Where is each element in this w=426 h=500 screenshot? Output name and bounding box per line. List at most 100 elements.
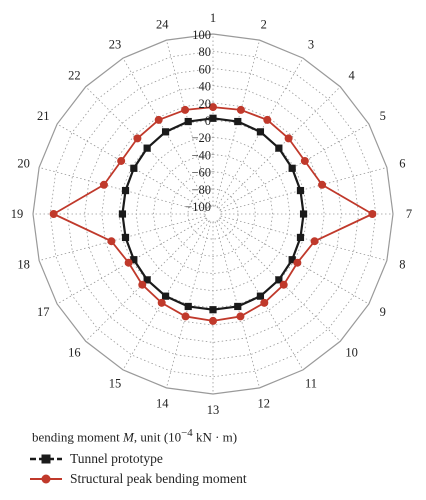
spoke <box>214 40 260 207</box>
radial-tick-label: −60 <box>191 166 211 180</box>
data-point <box>124 258 133 267</box>
data-point <box>121 186 130 195</box>
spoke <box>219 217 370 305</box>
data-point <box>138 280 147 289</box>
category-label: 22 <box>68 68 81 82</box>
data-point <box>279 280 288 289</box>
data-point <box>161 128 170 136</box>
category-label: 19 <box>11 207 24 221</box>
data-point <box>157 298 166 307</box>
data-point <box>256 292 265 300</box>
radial-tick-label: 40 <box>199 80 212 94</box>
legend-item-structural-peak: Structural peak bending moment <box>30 469 410 489</box>
data-point <box>234 302 242 311</box>
category-label: 5 <box>380 109 386 123</box>
data-point <box>300 156 309 165</box>
data-point <box>154 115 163 124</box>
data-point <box>275 144 283 152</box>
category-label: 18 <box>17 258 30 272</box>
spoke <box>39 167 206 213</box>
spoke <box>56 123 207 211</box>
category-label: 16 <box>68 346 81 360</box>
category-label: 1 <box>210 11 216 25</box>
radar-svg: 1 234567891011121314151617181920212223241… <box>11 11 412 417</box>
data-point <box>118 210 127 218</box>
radial-tick-label: 80 <box>199 45 212 59</box>
data-point <box>209 103 217 112</box>
spoke <box>218 86 341 209</box>
spoke <box>166 40 212 207</box>
radial-tick-label: 0 <box>205 114 211 128</box>
category-label: 24 <box>156 18 169 32</box>
category-label: 3 <box>308 37 314 51</box>
category-label: 13 <box>207 403 220 417</box>
data-point <box>184 117 192 126</box>
data-point <box>161 292 170 300</box>
data-point <box>143 144 151 152</box>
spoke <box>220 215 387 261</box>
spoke <box>220 167 387 213</box>
data-point <box>209 114 217 122</box>
data-point <box>234 117 242 126</box>
data-point <box>296 233 305 242</box>
spoke <box>218 219 341 342</box>
data-point <box>130 164 138 172</box>
legend-swatch-square <box>30 454 62 464</box>
spoke <box>39 215 206 261</box>
outer-frame <box>32 33 394 395</box>
data-point <box>133 134 142 143</box>
data-point <box>236 312 245 321</box>
data-point <box>260 298 269 307</box>
category-label: 11 <box>305 377 317 391</box>
data-point <box>318 180 327 189</box>
radial-tick-label: −20 <box>191 131 211 145</box>
radar-chart: 1 2 3 4 5 6 7 8 9 10 11 12 13 14 15 16 17 18 19 20 21 22 23 24 1… <box>11 11 412 417</box>
data-point <box>296 186 305 195</box>
data-point <box>181 105 190 114</box>
legend-item-tunnel-prototype: Tunnel prototype <box>30 449 410 469</box>
category-label: 20 <box>17 156 30 170</box>
spoke <box>214 221 260 388</box>
radial-tick-label: −80 <box>191 183 211 197</box>
legend-label-structural-peak: Structural peak bending moment <box>70 471 247 487</box>
spoke <box>216 220 304 371</box>
series-line <box>52 106 374 322</box>
radial-tick-label: −100 <box>185 200 211 214</box>
category-label: 8 <box>399 258 405 272</box>
radial-tick-label: 20 <box>199 97 212 111</box>
category-label: 7 <box>406 207 412 221</box>
data-point <box>49 210 58 218</box>
data-point <box>275 276 283 284</box>
data-point <box>130 256 138 264</box>
radial-tick-label: 60 <box>199 62 212 76</box>
data-point <box>143 276 151 284</box>
grid-ring <box>66 67 360 361</box>
data-point <box>299 210 308 218</box>
spoke <box>219 123 370 211</box>
legend-title: bending moment M, unit (10−4 kN · m) <box>32 427 238 445</box>
legend-label-tunnel-prototype: Tunnel prototype <box>70 451 163 467</box>
legend-swatch-circle <box>30 474 62 484</box>
data-point <box>288 164 296 172</box>
data-point <box>181 312 190 321</box>
spoke <box>56 217 207 305</box>
category-label: 23 <box>109 37 122 51</box>
category-label: 21 <box>37 109 50 123</box>
category-label: 12 <box>257 396 270 410</box>
category-label: 9 <box>380 305 386 319</box>
data-point <box>256 128 265 136</box>
data-point <box>99 180 108 189</box>
data-point <box>284 134 293 143</box>
data-point <box>121 233 130 242</box>
grid-ring <box>170 171 256 257</box>
legend: bending moment M, unit (10−4 kN · m) Tun… <box>30 427 410 489</box>
data-point <box>293 258 302 267</box>
category-label: 4 <box>348 68 355 82</box>
category-label: 2 <box>261 18 267 32</box>
data-point <box>263 115 272 124</box>
radial-tick-label: 100 <box>192 28 211 42</box>
category-label: 14 <box>156 396 169 410</box>
spoke <box>85 219 208 342</box>
data-point <box>288 256 296 264</box>
radial-tick-label: −40 <box>191 148 211 162</box>
